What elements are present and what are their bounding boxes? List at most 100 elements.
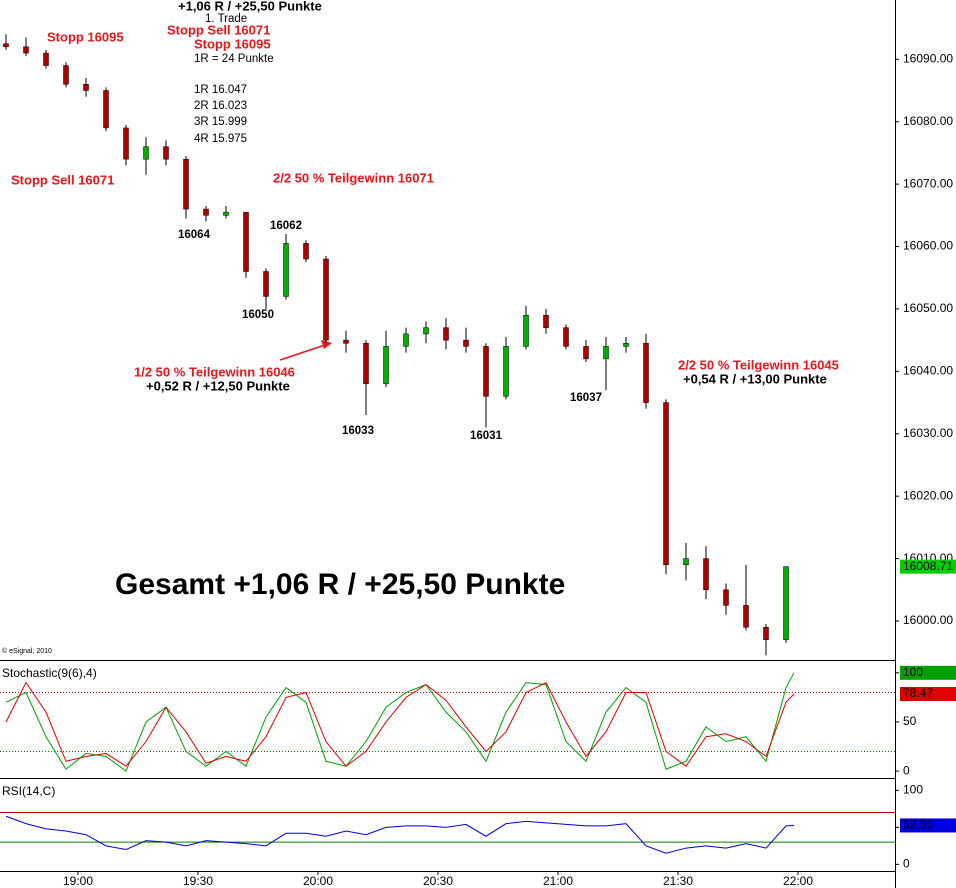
candle-body (583, 346, 589, 360)
candle-body (303, 243, 309, 260)
candle-body (3, 43, 9, 48)
value-box-label: 100 (903, 665, 923, 679)
candle-body (63, 65, 69, 85)
candle-body (423, 327, 429, 335)
annotation: 16064 (178, 229, 211, 241)
indicator-line (5, 672, 795, 772)
candle-body (23, 46, 29, 54)
annotation: +0,54 R / +13,00 Punkte (683, 371, 827, 386)
annotation: Gesamt +1,06 R / +25,50 Punkte (115, 568, 565, 601)
candle-body (223, 211, 229, 216)
x-tick-label: 20:00 (303, 874, 333, 888)
candle-body (763, 626, 769, 640)
candle-body (703, 558, 709, 591)
candle-body (643, 343, 649, 403)
candle-body (623, 343, 629, 347)
candle-body (343, 339, 349, 344)
annotation: 1. Trade (205, 13, 247, 25)
y-tick-label: 16000.00 (903, 613, 953, 627)
annotation: 1R = 24 Punkte (194, 53, 274, 65)
annotation: 16037 (570, 392, 602, 404)
annotation: 3R 15.999 (194, 116, 247, 128)
x-tick-label: 22:00 (783, 874, 813, 888)
candle-body (503, 346, 509, 397)
y-tick-label: 16060.00 (903, 239, 953, 253)
candle-body (723, 589, 729, 606)
indicator-line (5, 815, 795, 854)
y-tick-label: 16070.00 (903, 176, 953, 190)
candle-body (483, 346, 489, 397)
value-box (900, 665, 956, 680)
candle-body (183, 158, 189, 210)
annotation: 16050 (242, 309, 274, 321)
value-box (900, 559, 956, 574)
arrow (279, 343, 329, 361)
annotation: 16062 (270, 220, 302, 232)
y-tick-label: 16100.00 (903, 0, 953, 3)
indicator-title: RSI(14,C) (2, 784, 55, 798)
y-tick-label: 16020.00 (903, 488, 953, 502)
annotation: Stopp Sell 16071 (11, 172, 114, 187)
candle-body (743, 605, 749, 628)
candle-body (403, 333, 409, 347)
value-box (900, 818, 956, 833)
annotation: 16031 (470, 430, 503, 442)
candle-body (323, 258, 329, 341)
candle-body (103, 90, 109, 129)
value-box-label: 16008.71 (903, 559, 953, 573)
candle-body (443, 327, 449, 341)
candle-body (283, 243, 289, 297)
x-tick-label: 21:00 (543, 874, 573, 888)
indicator-line (5, 681, 795, 767)
annotation: 2/2 50 % Teilgewinn 16045 (678, 357, 839, 372)
candle-body (123, 127, 129, 160)
x-tick-label: 19:00 (63, 874, 93, 888)
y-tick-label: 16080.00 (903, 114, 953, 128)
value-box-label: 52.56 (903, 818, 933, 832)
candle-body (363, 343, 369, 385)
candle-body (463, 339, 469, 347)
annotation: 1R 16.047 (194, 84, 247, 96)
annotation: 4R 15.975 (194, 133, 247, 145)
x-tick-label: 20:30 (423, 874, 453, 888)
y-tick-label: 16040.00 (903, 364, 953, 378)
candle-body (83, 84, 89, 91)
y-tick-label: 100 (903, 783, 923, 797)
annotation: +1,06 R / +25,50 Punkte (178, 0, 322, 13)
candle-body (383, 346, 389, 385)
y-tick-label: 16030.00 (903, 426, 953, 440)
annotation: 2/2 50 % Teilgewinn 16071 (273, 170, 434, 185)
candle-body (163, 146, 169, 160)
value-box (900, 686, 956, 701)
arrow-head (321, 340, 332, 349)
candle-body (603, 346, 609, 360)
candle-body (243, 211, 249, 272)
candle-body (663, 402, 669, 566)
x-tick-label: 19:30 (183, 874, 213, 888)
annotation: 1/2 50 % Teilgewinn 16046 (134, 364, 295, 379)
indicator-title: Stochastic(9(6),4) (2, 666, 97, 680)
annotation: Stopp 16095 (47, 29, 124, 44)
candle-body (523, 314, 529, 347)
value-box-label: 78.47 (903, 686, 933, 700)
candle-body (143, 146, 149, 160)
annotation: Stopp Sell 16071 (167, 22, 270, 37)
watermark: © eSignal, 2010 (2, 647, 52, 655)
annotation: +0,52 R / +12,50 Punkte (146, 378, 290, 393)
candle-body (783, 566, 789, 640)
candle-body (263, 271, 269, 297)
candle-body (563, 327, 569, 347)
annotation: Stopp 16095 (194, 36, 271, 51)
x-tick-label: 21:30 (663, 874, 693, 888)
y-tick-label: 0 (903, 857, 910, 871)
candle-body (43, 52, 49, 66)
y-tick-label: 50 (903, 714, 917, 728)
y-tick-label: 16050.00 (903, 301, 953, 315)
y-tick-label: 16090.00 (903, 51, 953, 65)
annotation: 16033 (342, 425, 374, 437)
candle-body (543, 314, 549, 328)
candle-body (683, 558, 689, 566)
annotation: 2R 16.023 (194, 100, 247, 112)
